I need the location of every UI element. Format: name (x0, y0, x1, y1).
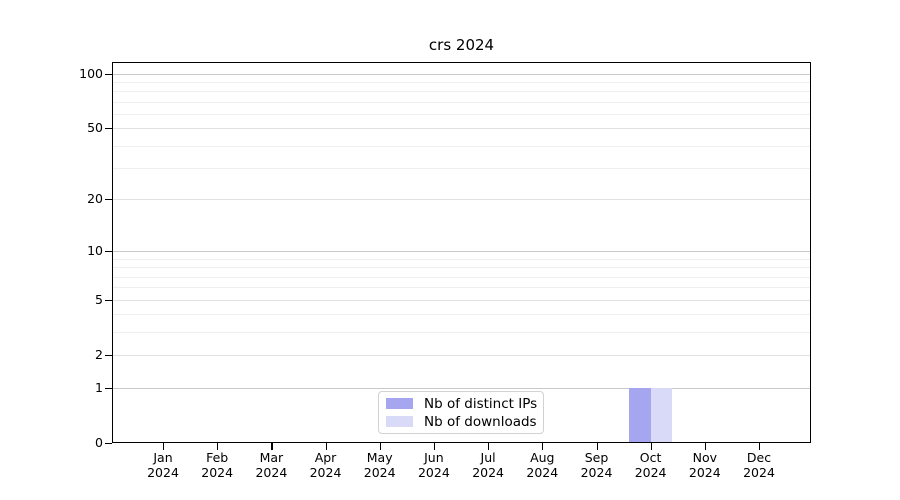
bar-distinct-ips (629, 387, 651, 442)
gridline-y-3 (113, 332, 810, 333)
gridline-y-90 (113, 81, 810, 83)
x-tick-month: Apr (314, 450, 337, 465)
y-tick (105, 199, 112, 201)
x-tick-year: 2024 (255, 465, 288, 480)
x-tick (650, 443, 652, 450)
x-tick-label: Mar 2024 (236, 450, 306, 480)
y-tick-label: 0 (95, 435, 103, 450)
gridline-y-100 (113, 73, 810, 75)
x-tick-label: Jun 2024 (399, 450, 469, 480)
x-tick-month: May (366, 450, 393, 465)
x-tick-year: 2024 (688, 465, 721, 480)
x-tick (325, 443, 327, 450)
y-tick (105, 299, 112, 301)
x-tick (488, 443, 490, 450)
legend-swatch-icon (386, 398, 413, 409)
x-tick-month: Aug (530, 450, 555, 465)
y-tick (105, 355, 112, 357)
gridline-y-7 (113, 276, 810, 278)
x-tick-month: Nov (692, 450, 717, 465)
x-tick (379, 443, 381, 450)
x-tick-year: 2024 (472, 465, 504, 480)
gridline-y-2 (113, 355, 810, 356)
x-tick-year: 2024 (147, 465, 179, 480)
x-tick-label: May 2024 (345, 450, 415, 480)
x-tick-label: Apr 2024 (291, 450, 361, 480)
gridline-y-80 (113, 91, 810, 93)
y-tick-label: 1 (95, 379, 103, 395)
x-tick-month: Sep (584, 450, 609, 465)
x-tick-year: 2024 (417, 465, 450, 480)
gridline-y-10 (113, 251, 810, 252)
gridline-y-60 (113, 113, 810, 115)
x-tick-month: Oct (639, 450, 662, 465)
y-tick (105, 443, 112, 445)
y-tick (105, 128, 112, 130)
x-tick-month: Mar (259, 450, 284, 465)
gridline-y-8 (113, 267, 810, 269)
legend-row: Nb of distinct IPs (386, 395, 538, 412)
y-tick-label: 100 (79, 65, 103, 81)
gridline-y-4 (113, 314, 810, 316)
x-tick-month: Jun (424, 450, 444, 465)
legend-swatch-icon (386, 416, 413, 427)
y-tick-label: 5 (95, 291, 103, 307)
bar-downloads (650, 387, 673, 442)
x-tick (433, 443, 436, 450)
x-tick (704, 443, 706, 450)
legend-label: Nb of downloads (424, 413, 537, 430)
gridline-y-70 (113, 101, 810, 103)
x-tick-month: Jul (480, 450, 496, 465)
x-tick-label: Sep 2024 (562, 450, 632, 480)
legend-label: Nb of distinct IPs (424, 395, 538, 412)
x-tick-year: 2024 (634, 465, 667, 480)
x-tick (163, 443, 165, 450)
chart-title: crs 2024 (428, 36, 495, 54)
y-tick-label: 50 (87, 120, 103, 136)
x-tick-year: 2024 (743, 465, 775, 480)
x-tick-label: Nov 2024 (670, 450, 740, 480)
x-tick (596, 443, 598, 450)
y-tick-label: 10 (87, 243, 103, 258)
x-tick (217, 443, 219, 450)
gridline-y-5 (113, 299, 810, 301)
y-tick (105, 387, 112, 389)
y-tick-label: 2 (95, 347, 103, 362)
x-tick-label: Jan 2024 (128, 450, 198, 480)
x-tick-label: Feb 2024 (182, 450, 252, 480)
x-tick (759, 443, 761, 450)
gridline-y-30 (113, 168, 810, 169)
x-tick-label: Dec 2024 (724, 450, 794, 480)
gridline-y-40 (113, 145, 810, 147)
gridline-y-20 (113, 199, 810, 201)
x-tick-label: Aug 2024 (507, 450, 577, 480)
plot-area (112, 62, 811, 443)
x-tick-month: Jan (153, 450, 173, 465)
x-tick-year: 2024 (526, 465, 559, 480)
y-tick (105, 251, 112, 253)
x-tick-year: 2024 (201, 465, 234, 480)
x-tick-month: Feb (206, 450, 229, 465)
x-tick-year: 2024 (309, 465, 342, 480)
gridline-y-6 (113, 287, 810, 289)
gridline-y-1 (113, 387, 810, 389)
x-tick-label: Oct 2024 (616, 450, 686, 480)
gridline-y-9 (113, 258, 810, 260)
x-tick-label: Jul 2024 (453, 450, 523, 480)
y-tick-label: 20 (87, 191, 103, 207)
x-tick (271, 443, 273, 450)
legend-row: Nb of downloads (386, 413, 537, 430)
legend: Nb of distinct IPs Nb of downloads (378, 391, 544, 434)
x-tick-month: Dec (746, 450, 772, 465)
x-tick-year: 2024 (580, 465, 613, 480)
x-tick-year: 2024 (363, 465, 396, 480)
gridline-y-50 (113, 128, 810, 130)
y-tick (105, 73, 112, 75)
x-tick (542, 443, 544, 450)
